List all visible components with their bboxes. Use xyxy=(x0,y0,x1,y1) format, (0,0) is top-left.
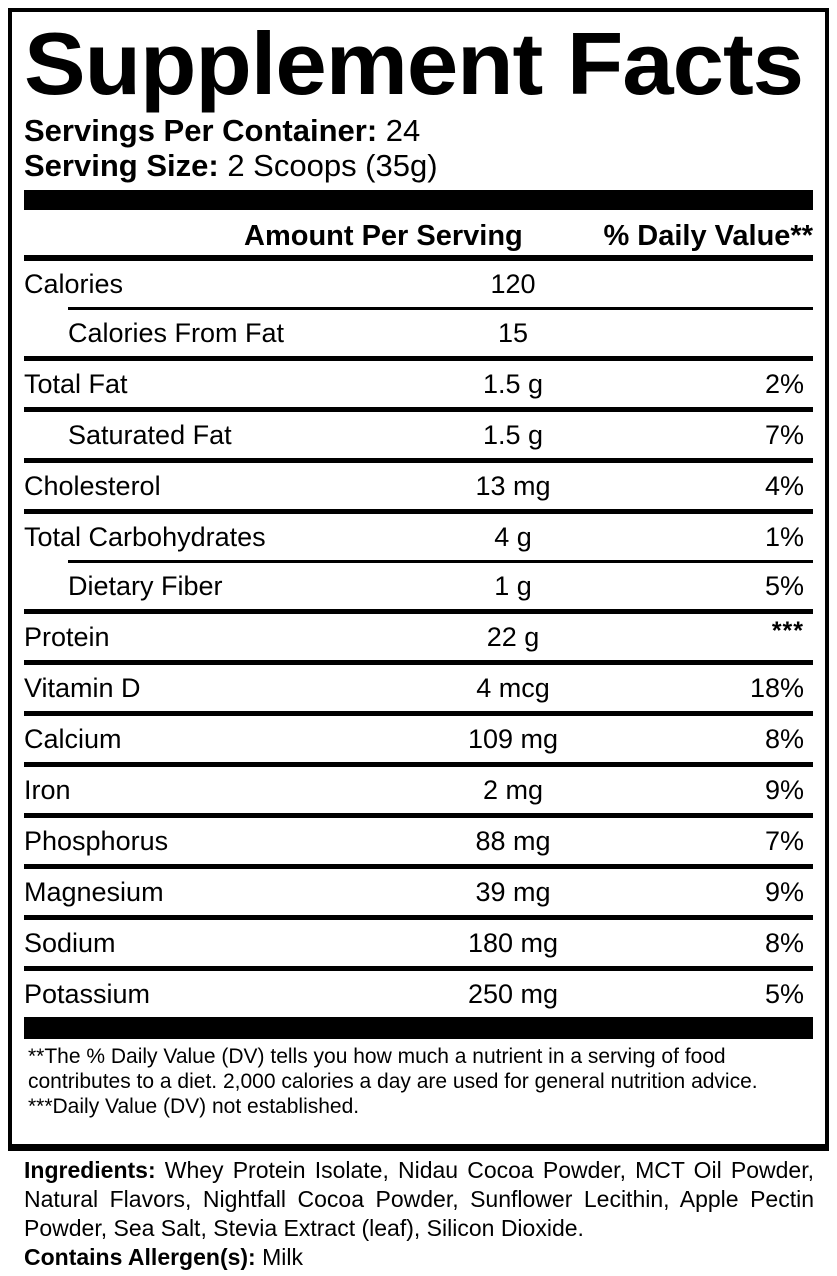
nutrient-name: Phosphorus xyxy=(24,825,169,856)
nutrient-daily-value: 5% xyxy=(764,978,804,1009)
nutrient-daily-value: 9% xyxy=(764,876,804,907)
serving-size-label: Serving Size: xyxy=(24,148,219,183)
footnotes: **The % Daily Value (DV) tells you how m… xyxy=(24,1044,813,1119)
table-row-dietary-fiber: Dietary Fiber 1 g 5% xyxy=(24,563,813,609)
row-separator xyxy=(24,509,813,514)
nutrient-amount: 88 mg xyxy=(475,825,551,856)
daily-value-header: % Daily Value** xyxy=(603,220,813,252)
nutrient-name: Dietary Fiber xyxy=(68,570,223,601)
nutrient-name: Protein xyxy=(24,621,110,652)
nutrient-name: Sodium xyxy=(24,927,116,958)
nutrient-amount: 1 g xyxy=(494,570,532,601)
table-row-calcium: Calcium 109 mg 8% xyxy=(24,716,813,762)
nutrient-daily-value: 2% xyxy=(764,368,804,399)
nutrient-daily-value: 9% xyxy=(764,774,804,805)
nutrient-amount: 180 mg xyxy=(467,927,559,958)
allergen-line: Contains Allergen(s): Milk xyxy=(24,1243,814,1272)
table-row-saturated-fat: Saturated Fat 1.5 g 7% xyxy=(24,412,813,458)
allergen-value: Milk xyxy=(262,1244,303,1270)
nutrient-amount: 109 mg xyxy=(467,723,559,754)
nutrient-amount: 4 g xyxy=(494,521,532,552)
nutrient-name: Saturated Fat xyxy=(68,419,232,450)
serving-size-value: 2 Scoops (35g) xyxy=(227,148,438,183)
nutrient-name: Calories From Fat xyxy=(68,317,285,348)
nutrient-amount: 4 mcg xyxy=(476,672,550,703)
table-row-iron: Iron 2 mg 9% xyxy=(24,767,813,813)
table-row-protein: Protein 22 g *** xyxy=(24,614,813,660)
nutrient-daily-value: 4% xyxy=(764,470,804,501)
table-row-total-carbohydrates: Total Carbohydrates 4 g 1% xyxy=(24,514,813,560)
nutrient-name: Iron xyxy=(24,774,71,805)
ingredients-label: Ingredients: xyxy=(24,1157,156,1183)
row-separator xyxy=(24,407,813,412)
serving-size-line: Serving Size: 2 Scoops (35g) xyxy=(24,148,813,184)
nutrient-name: Total Carbohydrates xyxy=(24,521,266,552)
table-row-sodium: Sodium 180 mg 8% xyxy=(24,920,813,966)
nutrient-daily-value: 7% xyxy=(764,825,804,856)
nutrient-daily-value: 18% xyxy=(749,672,804,703)
table-row-cholesterol: Cholesterol 13 mg 4% xyxy=(24,463,813,509)
nutrient-name: Calcium xyxy=(24,723,122,754)
row-separator xyxy=(24,609,813,614)
nutrient-name: Total Fat xyxy=(24,368,128,399)
nutrient-amount: 15 xyxy=(497,317,529,348)
nutrient-amount: 1.5 g xyxy=(482,368,544,399)
nutrient-amount: 39 mg xyxy=(475,876,551,907)
divider-bar-top xyxy=(24,190,813,210)
nutrient-amount: 250 mg xyxy=(467,978,559,1009)
servings-per-container-line: Servings Per Container: 24 xyxy=(24,114,813,148)
nutrient-daily-value: 7% xyxy=(764,419,804,450)
nutrient-rows: Calories 120 Calories From Fat 15 Total Fat 1… xyxy=(24,261,813,1017)
row-separator xyxy=(24,660,813,665)
ingredients-section: Ingredients: Whey Protein Isolate, Nidau… xyxy=(24,1156,814,1272)
nutrient-daily-value: 5% xyxy=(764,570,804,601)
nutrient-name: Vitamin D xyxy=(24,672,141,703)
supplement-facts-panel: Supplement Facts Servings Per Container:… xyxy=(8,8,829,1151)
nutrient-name: Potassium xyxy=(24,978,151,1009)
row-separator xyxy=(24,356,813,361)
table-header-row: Amount Per Serving % Daily Value** xyxy=(24,212,813,252)
table-row-calories-from-fat: Calories From Fat 15 xyxy=(24,310,813,356)
nutrient-name: Calories xyxy=(24,268,124,299)
table-row-calories: Calories 120 xyxy=(24,261,813,307)
row-separator xyxy=(24,966,813,971)
nutrient-amount: 1.5 g xyxy=(482,419,544,450)
nutrient-amount: 120 xyxy=(490,268,536,299)
table-row-phosphorus: Phosphorus 88 mg 7% xyxy=(24,818,813,864)
daily-value-footnote: **The % Daily Value (DV) tells you how m… xyxy=(28,1045,758,1093)
nutrient-daily-value: 8% xyxy=(764,927,804,958)
not-established-footnote: ***Daily Value (DV) not established. xyxy=(28,1095,360,1118)
servings-per-container-label: Servings Per Container: xyxy=(24,113,378,148)
nutrient-daily-value: 8% xyxy=(764,723,804,754)
row-separator xyxy=(24,458,813,463)
table-row-vitamin-d: Vitamin D 4 mcg 18% xyxy=(24,665,813,711)
nutrient-daily-value: *** xyxy=(771,616,804,645)
ingredients-paragraph: Ingredients: Whey Protein Isolate, Nidau… xyxy=(24,1156,814,1243)
nutrient-amount: 13 mg xyxy=(475,470,551,501)
servings-per-container-value: 24 xyxy=(385,113,421,148)
row-separator-indented xyxy=(68,307,813,310)
panel-title: Supplement Facts xyxy=(24,14,804,113)
table-row-magnesium: Magnesium 39 mg 9% xyxy=(24,869,813,915)
row-separator xyxy=(24,915,813,920)
table-row-potassium: Potassium 250 mg 5% xyxy=(24,971,813,1017)
nutrient-daily-value: 1% xyxy=(764,521,804,552)
header-separator xyxy=(24,255,813,261)
divider-bar-bottom xyxy=(24,1017,813,1039)
table-row-total-fat: Total Fat 1.5 g 2% xyxy=(24,361,813,407)
nutrient-amount: 22 g xyxy=(486,621,540,652)
row-separator xyxy=(24,711,813,716)
allergen-label: Contains Allergen(s): xyxy=(24,1244,256,1270)
nutrient-name: Cholesterol xyxy=(24,470,161,501)
nutrient-name: Magnesium xyxy=(24,876,164,907)
row-separator xyxy=(24,762,813,767)
row-separator-indented xyxy=(68,560,813,563)
row-separator xyxy=(24,813,813,818)
row-separator xyxy=(24,864,813,869)
amount-per-serving-header: Amount Per Serving xyxy=(244,220,523,252)
nutrient-amount: 2 mg xyxy=(482,774,544,805)
ingredients-list: Whey Protein Isolate, Nidau Cocoa Powder… xyxy=(24,1157,814,1241)
